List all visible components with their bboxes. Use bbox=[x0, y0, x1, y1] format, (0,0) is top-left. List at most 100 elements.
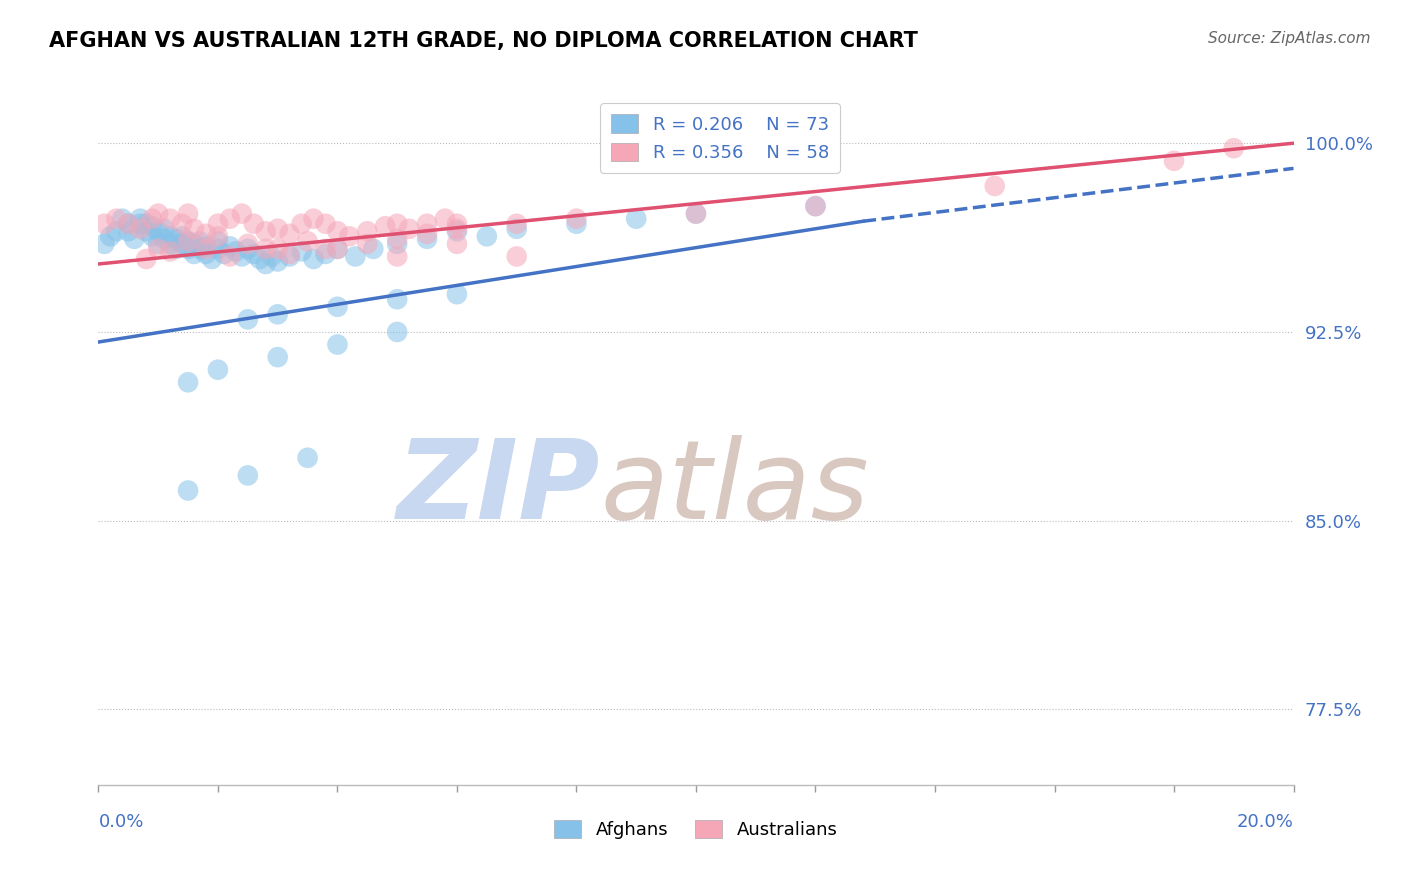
Point bbox=[117, 217, 139, 231]
Point bbox=[344, 250, 367, 264]
Point bbox=[254, 257, 277, 271]
Point bbox=[416, 227, 439, 241]
Point bbox=[385, 236, 409, 251]
Point bbox=[297, 450, 319, 465]
Point bbox=[159, 244, 181, 259]
Point bbox=[231, 207, 253, 221]
Point bbox=[363, 242, 385, 256]
Point bbox=[434, 211, 457, 226]
Point bbox=[93, 236, 115, 251]
Point bbox=[207, 362, 229, 376]
Point bbox=[195, 239, 218, 253]
Point bbox=[398, 221, 420, 235]
Point bbox=[207, 242, 229, 256]
Point bbox=[148, 236, 170, 251]
Point bbox=[249, 252, 271, 266]
Point bbox=[135, 252, 157, 266]
Point bbox=[326, 242, 349, 256]
Point bbox=[177, 242, 200, 256]
Point bbox=[254, 224, 277, 238]
Point bbox=[159, 236, 181, 251]
Point bbox=[207, 217, 229, 231]
Point bbox=[356, 236, 378, 251]
Point bbox=[153, 232, 176, 246]
Point bbox=[385, 250, 409, 264]
Point bbox=[165, 242, 187, 256]
Point bbox=[129, 211, 152, 226]
Point bbox=[141, 219, 163, 234]
Point bbox=[183, 236, 205, 251]
Point bbox=[685, 207, 707, 221]
Point bbox=[291, 217, 314, 231]
Point bbox=[626, 211, 648, 226]
Point bbox=[446, 287, 468, 301]
Point bbox=[315, 247, 337, 261]
Text: atlas: atlas bbox=[600, 435, 869, 542]
Point bbox=[135, 224, 157, 238]
Point bbox=[446, 236, 468, 251]
Text: 20.0%: 20.0% bbox=[1237, 814, 1294, 831]
Point bbox=[385, 325, 409, 339]
Point bbox=[219, 250, 242, 264]
Point bbox=[183, 247, 205, 261]
Point bbox=[984, 178, 1007, 193]
Point bbox=[177, 376, 200, 390]
Point bbox=[172, 217, 194, 231]
Point bbox=[141, 211, 163, 226]
Point bbox=[565, 217, 588, 231]
Point bbox=[219, 211, 242, 226]
Point bbox=[267, 350, 290, 364]
Point bbox=[278, 250, 301, 264]
Point bbox=[129, 217, 152, 231]
Point bbox=[326, 337, 349, 351]
Point bbox=[804, 199, 827, 213]
Point bbox=[278, 227, 301, 241]
Point bbox=[416, 232, 439, 246]
Text: Source: ZipAtlas.com: Source: ZipAtlas.com bbox=[1208, 31, 1371, 46]
Point bbox=[254, 242, 277, 256]
Point bbox=[326, 300, 349, 314]
Point bbox=[1223, 141, 1246, 155]
Point bbox=[1163, 153, 1185, 168]
Point bbox=[231, 250, 253, 264]
Point bbox=[201, 252, 224, 266]
Point bbox=[446, 217, 468, 231]
Point bbox=[207, 235, 229, 249]
Point bbox=[129, 221, 152, 235]
Point bbox=[172, 236, 194, 251]
Point bbox=[93, 217, 115, 231]
Point bbox=[267, 254, 290, 268]
Point bbox=[374, 219, 396, 234]
Point bbox=[685, 207, 707, 221]
Point bbox=[225, 244, 247, 259]
Point bbox=[195, 247, 218, 261]
Point bbox=[117, 224, 139, 238]
Point bbox=[207, 229, 229, 244]
Point bbox=[506, 250, 529, 264]
Point bbox=[339, 229, 361, 244]
Point bbox=[243, 247, 266, 261]
Point bbox=[98, 229, 122, 244]
Point bbox=[506, 221, 529, 235]
Point bbox=[159, 229, 181, 244]
Text: ZIP: ZIP bbox=[396, 435, 600, 542]
Point bbox=[172, 229, 194, 244]
Point bbox=[278, 247, 301, 261]
Point bbox=[267, 221, 290, 235]
Point bbox=[105, 224, 128, 238]
Point bbox=[416, 217, 439, 231]
Point bbox=[135, 217, 157, 231]
Point bbox=[506, 217, 529, 231]
Point bbox=[159, 211, 181, 226]
Point bbox=[236, 242, 259, 256]
Point bbox=[236, 468, 259, 483]
Point bbox=[243, 217, 266, 231]
Text: 0.0%: 0.0% bbox=[98, 814, 143, 831]
Point bbox=[117, 217, 139, 231]
Point bbox=[475, 229, 498, 244]
Point bbox=[177, 235, 200, 249]
Point bbox=[188, 242, 211, 256]
Point bbox=[565, 211, 588, 226]
Point bbox=[177, 483, 200, 498]
Point bbox=[236, 236, 259, 251]
